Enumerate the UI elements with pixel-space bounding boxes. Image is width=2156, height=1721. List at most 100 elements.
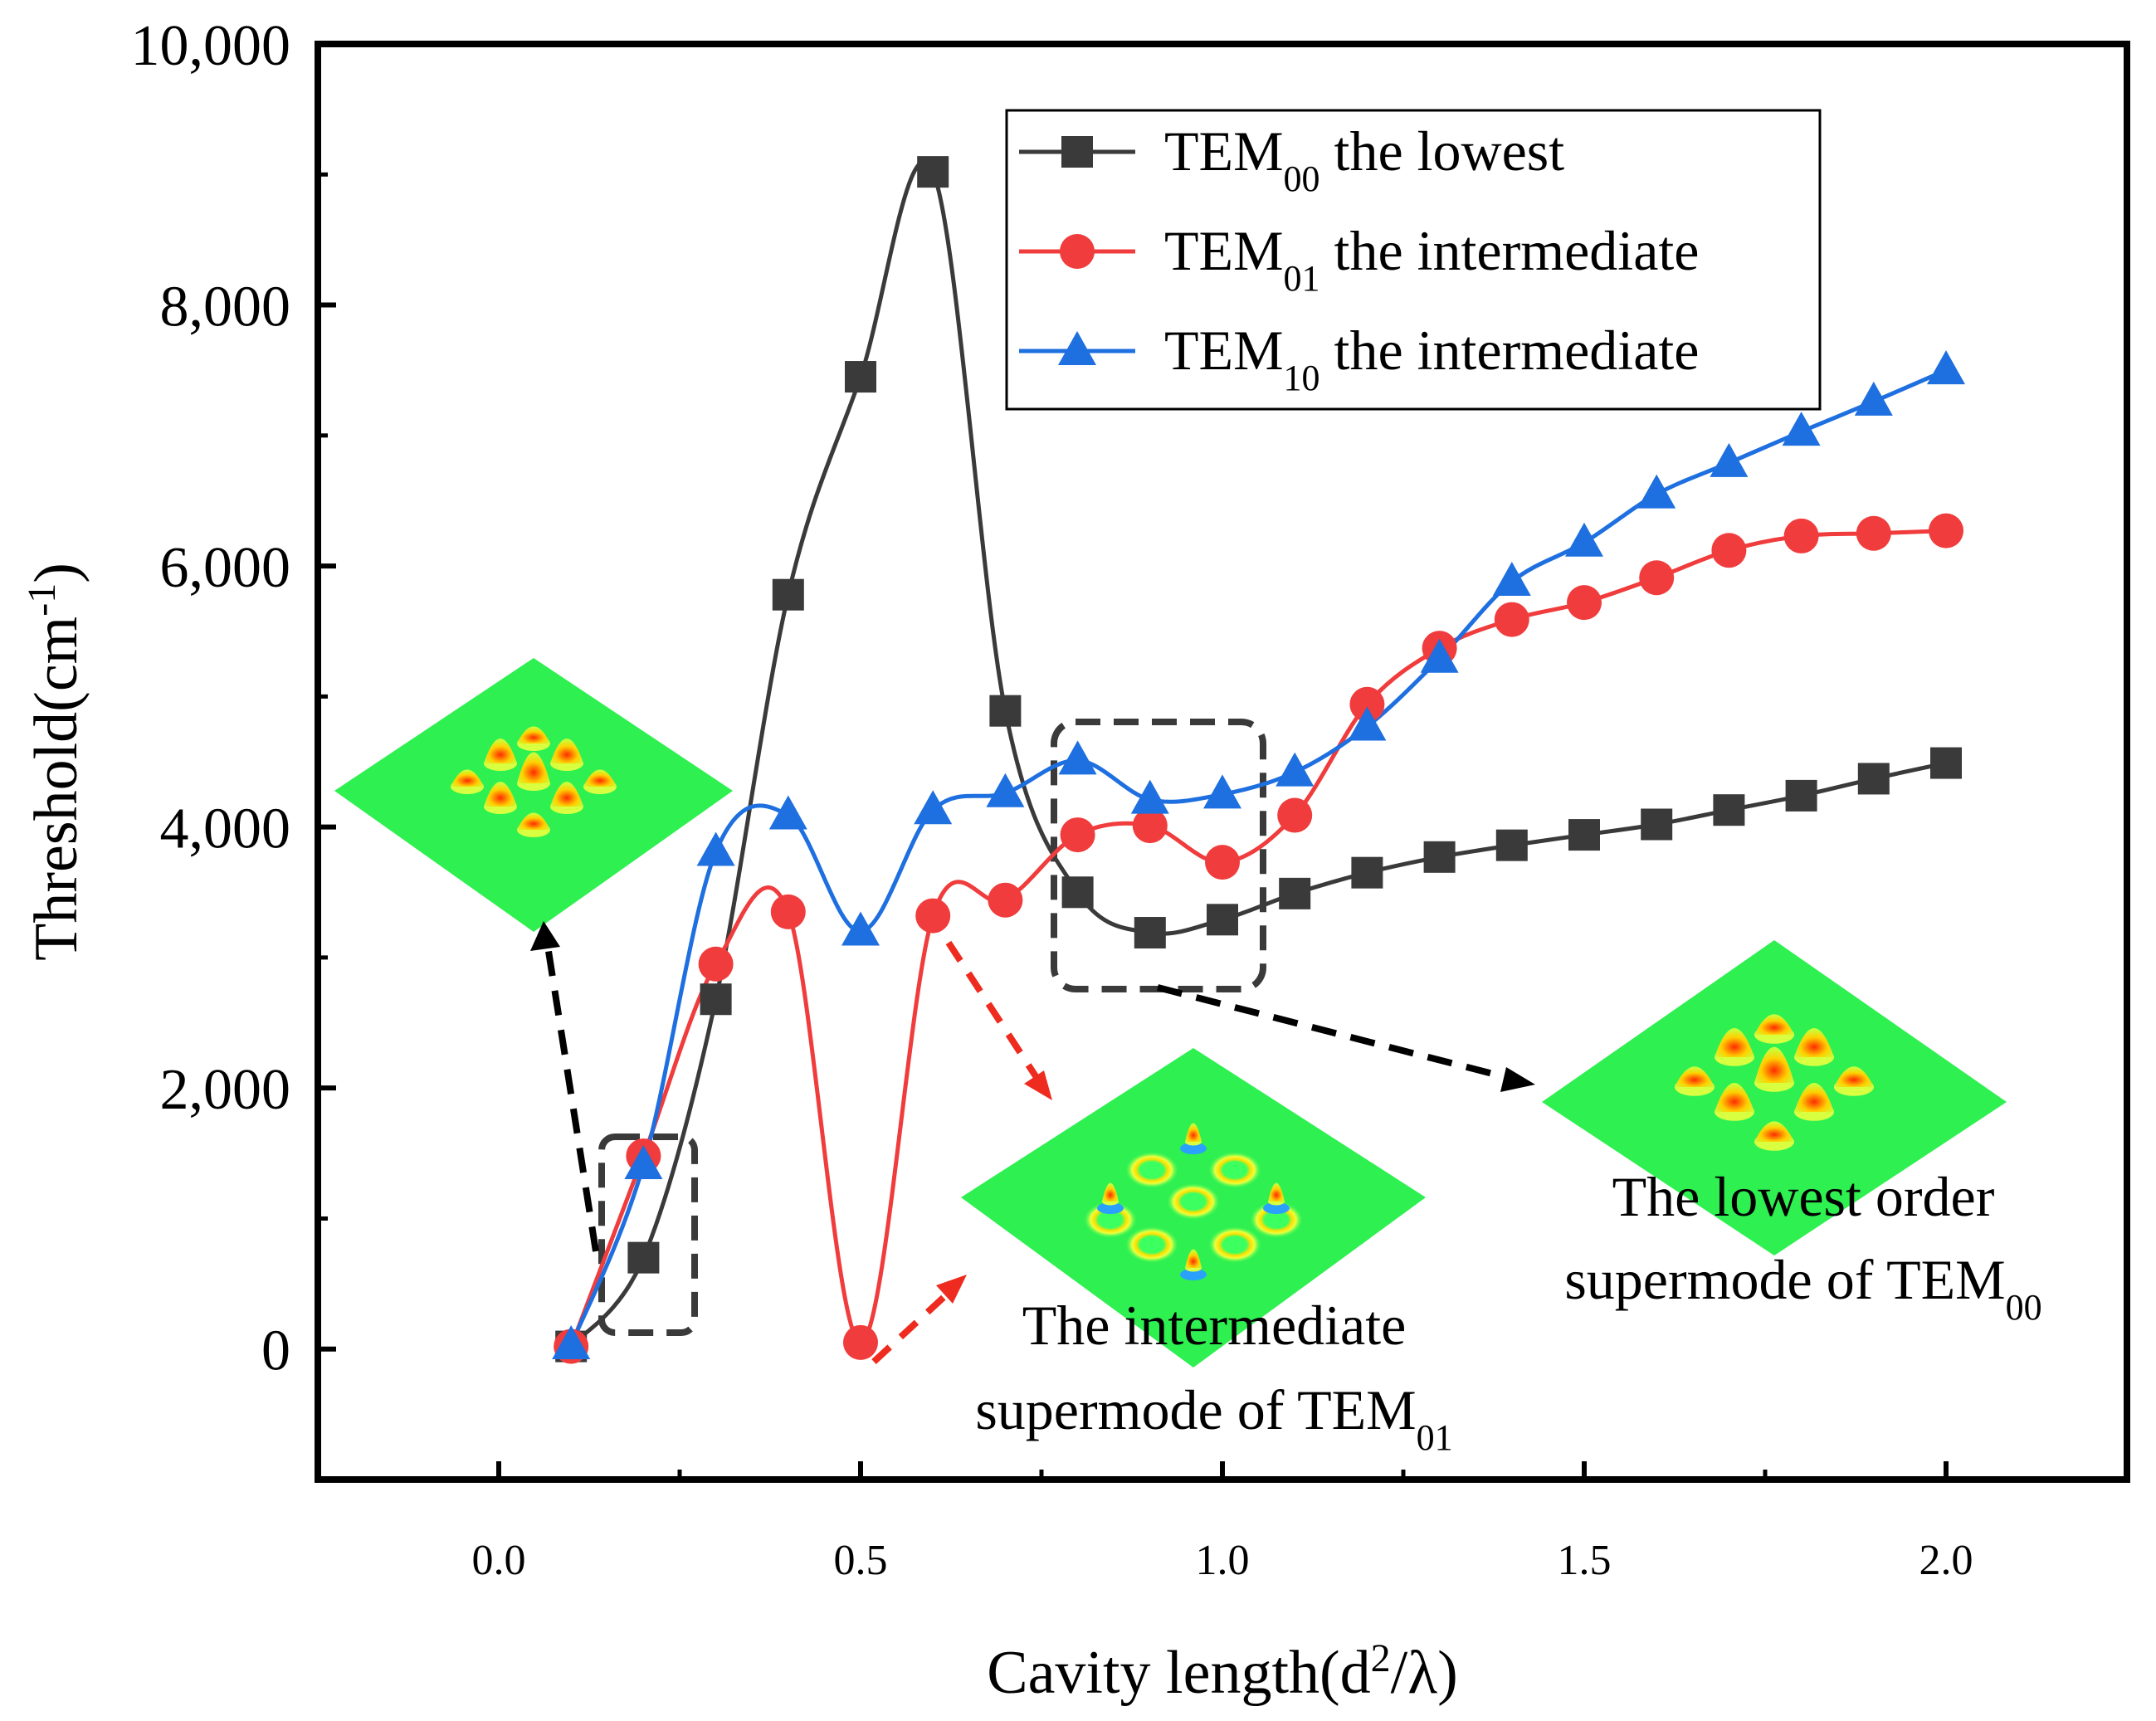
marker-tem01 (1567, 585, 1602, 621)
marker-tem10 (624, 1144, 663, 1179)
x-tick-label: 0.0 (472, 1537, 526, 1584)
marker-tem01 (988, 882, 1023, 918)
marker-tem01 (1060, 817, 1095, 853)
marker-tem00 (1207, 904, 1238, 936)
marker-tem10 (986, 773, 1025, 807)
marker-tem10 (914, 790, 953, 825)
arrowhead-right (1500, 1067, 1535, 1092)
marker-tem00 (1641, 808, 1673, 841)
marker-tem10 (1710, 442, 1749, 477)
marker-tem00 (1134, 917, 1166, 949)
marker-tem10 (552, 1325, 591, 1360)
mode-inset-left (334, 658, 733, 932)
mode-inset-middle (961, 1048, 1426, 1368)
marker-tem01 (1132, 808, 1168, 844)
arrow-tem01-up (871, 1290, 951, 1364)
y-tick-label: 2,000 (160, 1058, 291, 1122)
legend-label-tem00: TEM00 the lowest (1164, 119, 1564, 199)
arrowhead-left (530, 921, 560, 951)
legend: TEM00 the lowest TEM01 the intermediate TE… (1005, 109, 1822, 411)
marker-tem00 (1930, 747, 1962, 779)
marker-tem01 (1856, 515, 1891, 551)
y-tick-label: 8,000 (160, 275, 291, 339)
marker-tem00 (1713, 794, 1745, 826)
marker-tem00 (989, 695, 1022, 727)
marker-tem01 (843, 1324, 878, 1360)
marker-tem01 (1349, 686, 1385, 722)
annotation-lowest-line2: supermode of TEM00 (1564, 1248, 2041, 1328)
arrow-tem01-down (945, 940, 1041, 1081)
x-tick-labels: 0.0 0.5 1.0 1.5 2.0 (472, 1537, 1973, 1584)
arrow-box-to-right-inset (1157, 984, 1513, 1082)
marker-tem10 (841, 911, 880, 946)
annotation-arrows (530, 921, 1535, 1364)
marker-tem00 (1857, 763, 1890, 795)
marker-tem10 (1203, 774, 1241, 809)
legend-label-tem10: TEM10 the intermediate (1164, 319, 1699, 398)
marker-tem10 (1492, 561, 1531, 596)
marker-tem00 (1061, 876, 1094, 909)
marker-tem00 (627, 1241, 660, 1274)
marker-tem01 (770, 894, 806, 929)
marker-tem10 (768, 795, 807, 830)
legend-marker (1060, 234, 1095, 269)
marker-tem00 (1351, 856, 1383, 889)
data-markers (552, 156, 1965, 1364)
x-axis-title: Cavity length(d2/λ) (987, 1636, 1458, 1708)
marker-tem10 (1927, 350, 1965, 385)
marker-tem00 (1568, 819, 1600, 851)
marker-tem00 (1423, 841, 1456, 873)
marker-tem00 (1495, 829, 1528, 861)
marker-tem00 (1279, 877, 1311, 909)
marker-tem10 (1348, 706, 1387, 741)
marker-tem01 (698, 946, 734, 982)
marker-tem01 (915, 898, 951, 934)
marker-tem10 (1782, 412, 1821, 446)
x-tick-label: 0.5 (834, 1537, 888, 1584)
arrowhead-red-up (936, 1275, 967, 1304)
arrow-box-to-left-inset (544, 945, 599, 1252)
legend-marker (1058, 331, 1096, 365)
legend-label-tem01: TEM01 the intermediate (1164, 219, 1699, 299)
marker-tem00 (772, 578, 804, 611)
axis-ticks (318, 41, 1949, 1482)
marker-tem00 (1785, 779, 1817, 812)
annotation-intermediate-line2: supermode of TEM01 (975, 1378, 1452, 1458)
marker-tem01 (1494, 602, 1529, 637)
y-tick-label: 0 (261, 1319, 290, 1383)
y-tick-label: 4,000 (160, 797, 291, 861)
mode-inset-right (1542, 940, 2007, 1255)
legend-marker (1061, 136, 1093, 168)
marker-tem01 (1711, 533, 1747, 568)
x-tick-label: 2.0 (1919, 1537, 1973, 1584)
series-line-10 (568, 368, 1947, 1346)
annotation-intermediate-line1: The intermediate (1022, 1294, 1407, 1357)
annotation-lowest-line1: The lowest order (1612, 1165, 1995, 1228)
marker-tem00 (845, 361, 876, 393)
marker-tem00 (917, 156, 949, 188)
highlight-box-small (598, 1134, 698, 1336)
y-tick-labels: 0 2,000 4,000 6,000 8,000 10,000 (131, 14, 291, 1383)
marker-tem01 (1277, 797, 1313, 833)
marker-tem01 (1639, 560, 1675, 596)
marker-tem01 (1929, 513, 1963, 548)
marker-tem10 (1420, 638, 1459, 673)
x-tick-label: 1.5 (1558, 1537, 1612, 1584)
marker-tem01 (1205, 845, 1240, 880)
marker-tem01 (1783, 518, 1819, 553)
marker-tem10 (1637, 474, 1676, 509)
marker-tem10 (1058, 740, 1097, 775)
marker-tem10 (1130, 779, 1169, 814)
arrowhead-red-down (1024, 1070, 1052, 1100)
y-tick-label: 6,000 (160, 536, 291, 600)
x-tick-label: 1.0 (1196, 1537, 1250, 1584)
legend-box (1005, 109, 1822, 411)
marker-tem10 (1276, 752, 1315, 787)
y-tick-label: 10,000 (131, 14, 291, 78)
marker-tem10 (696, 831, 735, 866)
marker-tem00 (700, 983, 732, 1016)
y-axis-title: Threshold(cm-1) (20, 563, 91, 961)
marker-tem10 (1565, 522, 1603, 557)
